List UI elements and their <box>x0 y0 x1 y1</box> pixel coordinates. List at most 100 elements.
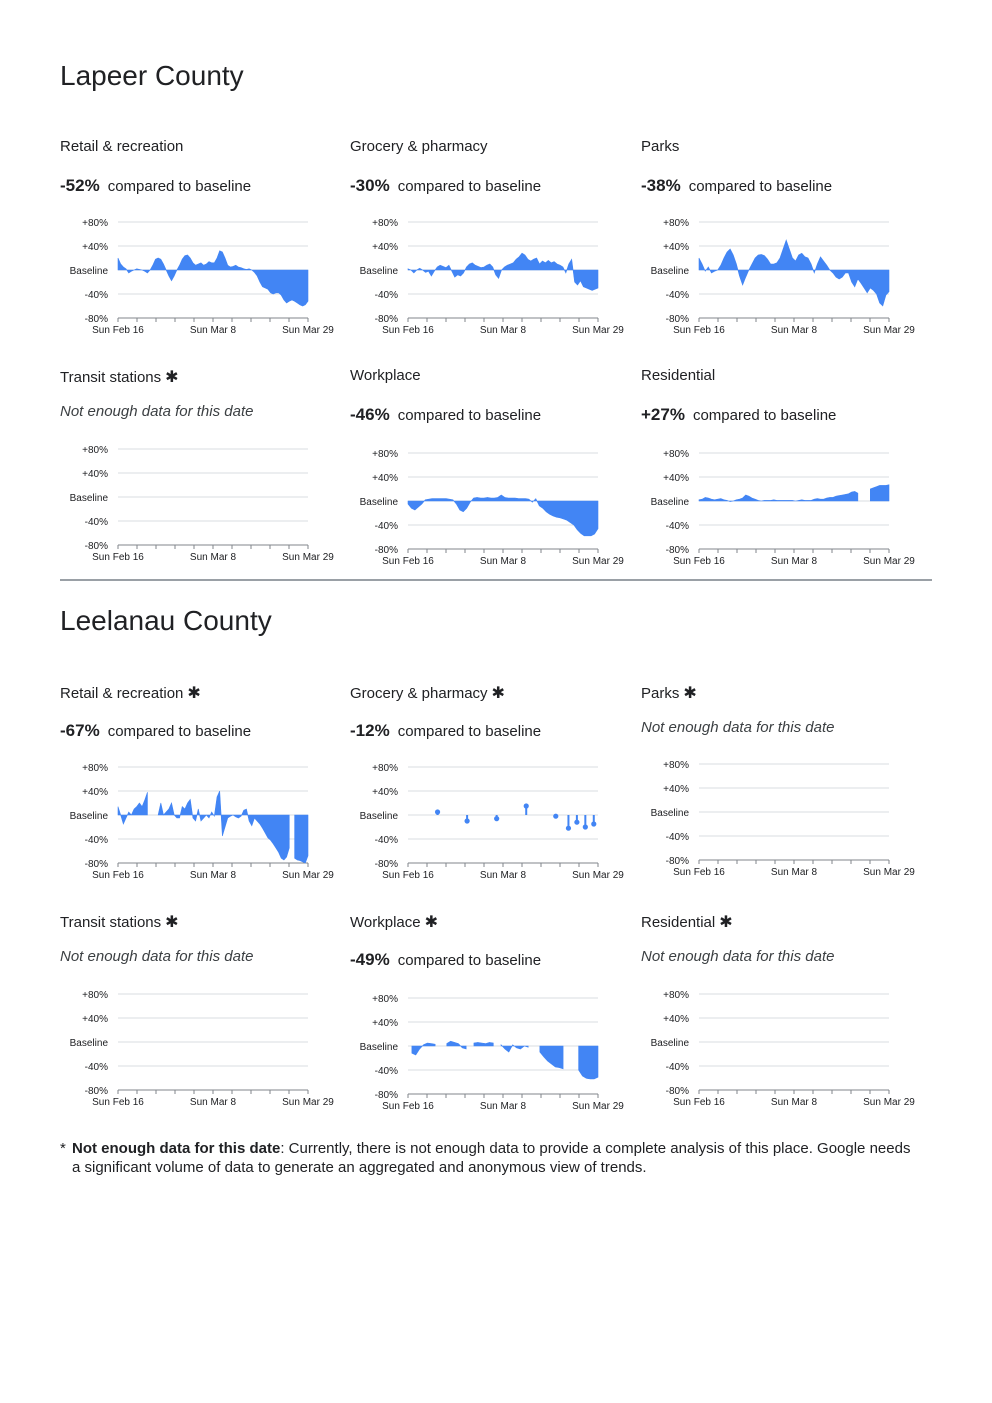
y-tick-label: -80% <box>375 545 398 556</box>
footnote-star: * <box>60 1140 66 1157</box>
compare-text: compared to baseline <box>107 723 252 740</box>
percent-change: -12% <box>350 721 390 740</box>
area-series <box>294 814 309 864</box>
footnote-text: : Currently, there is not enough data to… <box>72 1140 911 1176</box>
value-line: -67% compared to baseline <box>60 721 251 741</box>
value-line: -49% compared to baseline <box>350 950 541 970</box>
y-tick-label: -40% <box>666 521 689 532</box>
no-data-message: Not enough data for this date <box>60 403 254 420</box>
value-line: -30% compared to baseline <box>350 176 541 196</box>
y-tick-label: +80% <box>82 763 108 774</box>
y-tick-label: Baseline <box>651 808 690 819</box>
category-label: Retail & recreation ✱ <box>60 685 201 702</box>
y-tick-label: -80% <box>666 314 689 325</box>
panel-lapeer-grocery: Grocery & pharmacy -30% compared to basel… <box>350 138 630 343</box>
panel-leelanau-residential: Residential ✱ Not enough data for this da… <box>641 912 921 1117</box>
y-tick-label: -80% <box>85 859 108 870</box>
compare-text: compared to baseline <box>397 178 542 195</box>
y-tick-label: +80% <box>663 760 689 771</box>
x-tick-label: Sun Mar 8 <box>190 552 237 563</box>
compare-text: compared to baseline <box>397 723 542 740</box>
data-point <box>565 825 572 831</box>
category-label: Parks ✱ <box>641 685 697 702</box>
y-tick-label: Baseline <box>651 266 690 277</box>
panel-lapeer-transit: Transit stations ✱ Not enough data for th… <box>60 367 340 572</box>
x-tick-label: Sun Mar 8 <box>190 870 237 881</box>
x-tick-label: Sun Mar 29 <box>863 1097 915 1108</box>
value-line: -38% compared to baseline <box>641 176 832 196</box>
y-tick-label: -40% <box>85 517 108 528</box>
x-tick-label: Sun Feb 16 <box>92 870 144 881</box>
y-tick-label: -80% <box>666 545 689 556</box>
mobility-chart: +80% +40% Baseline -40% -80%Sun Feb 16 Sun Ma… <box>70 763 335 881</box>
percent-change: -52% <box>60 176 100 195</box>
asterisk-icon: ✱ <box>491 685 505 702</box>
x-tick-label: Sun Feb 16 <box>92 1097 144 1108</box>
area-series <box>411 1042 436 1056</box>
y-tick-label: +80% <box>663 449 689 460</box>
data-point <box>494 816 500 822</box>
mobility-chart: +80% +40% Baseline -40% -80%Sun Feb 16 Sun Ma… <box>70 445 335 563</box>
mobility-chart: +80% +40% Baseline -40% -80%Sun Feb 16 Sun Ma… <box>651 218 916 336</box>
no-data-message: Not enough data for this date <box>60 948 254 965</box>
category-label: Grocery & pharmacy <box>350 138 488 155</box>
y-tick-label: +80% <box>372 763 398 774</box>
category-label: Workplace ✱ <box>350 914 438 931</box>
x-tick-label: Sun Mar 8 <box>480 325 527 336</box>
y-tick-label: +40% <box>372 473 398 484</box>
data-point <box>591 821 597 827</box>
y-tick-label: -40% <box>85 290 108 301</box>
x-tick-label: Sun Mar 8 <box>771 556 818 567</box>
y-tick-label: Baseline <box>70 493 109 504</box>
value-line: -12% compared to baseline <box>350 721 541 741</box>
y-tick-label: +40% <box>372 1018 398 1029</box>
area-series <box>117 250 309 307</box>
y-tick-label: -40% <box>375 835 398 846</box>
y-tick-label: +40% <box>82 787 108 798</box>
x-tick-label: Sun Mar 29 <box>572 556 624 567</box>
percent-change: -38% <box>641 176 681 195</box>
panel-lapeer-workplace: Workplace -46% compared to baseline +80% +… <box>350 367 630 572</box>
y-tick-label: +40% <box>372 242 398 253</box>
x-tick-label: Sun Feb 16 <box>673 556 725 567</box>
value-line: +27% compared to baseline <box>641 405 836 425</box>
y-tick-label: -80% <box>375 1090 398 1101</box>
y-tick-label: -80% <box>666 856 689 867</box>
mobility-chart: +80% +40% Baseline -40% -80%Sun Feb 16 Sun Ma… <box>651 990 916 1108</box>
y-tick-label: Baseline <box>70 266 109 277</box>
y-tick-label: -80% <box>85 541 108 552</box>
x-tick-label: Sun Mar 8 <box>190 325 237 336</box>
data-point <box>464 818 470 824</box>
y-tick-label: +80% <box>372 994 398 1005</box>
value-line: -52% compared to baseline <box>60 176 251 196</box>
y-tick-label: +80% <box>372 218 398 229</box>
y-tick-label: Baseline <box>360 497 399 508</box>
area-series <box>500 1044 529 1053</box>
x-tick-label: Sun Mar 8 <box>480 1101 527 1112</box>
y-tick-label: -80% <box>375 314 398 325</box>
y-tick-label: -40% <box>666 832 689 843</box>
panel-lapeer-parks: Parks -38% compared to baseline +80% +40% B… <box>641 138 921 343</box>
category-label: Transit stations ✱ <box>60 914 179 931</box>
area-series <box>870 484 890 502</box>
x-tick-label: Sun Mar 8 <box>480 556 527 567</box>
y-tick-label: +40% <box>663 784 689 795</box>
compare-text: compared to baseline <box>692 407 837 424</box>
no-data-message: Not enough data for this date <box>641 719 835 736</box>
y-tick-label: +80% <box>82 990 108 1001</box>
x-tick-label: Sun Mar 29 <box>282 870 334 881</box>
x-tick-label: Sun Mar 29 <box>572 870 624 881</box>
y-tick-label: Baseline <box>651 1038 690 1049</box>
area-series <box>117 792 148 825</box>
x-tick-label: Sun Feb 16 <box>382 870 434 881</box>
y-tick-label: Baseline <box>70 1038 109 1049</box>
county-title: Lapeer County <box>60 60 244 91</box>
x-tick-label: Sun Mar 29 <box>863 325 915 336</box>
category-label: Retail & recreation <box>60 138 184 155</box>
y-tick-label: +80% <box>82 445 108 456</box>
percent-change: -46% <box>350 405 390 424</box>
asterisk-icon: ✱ <box>683 685 697 702</box>
area-series <box>407 494 599 537</box>
x-tick-label: Sun Mar 29 <box>863 556 915 567</box>
y-tick-label: -40% <box>666 290 689 301</box>
